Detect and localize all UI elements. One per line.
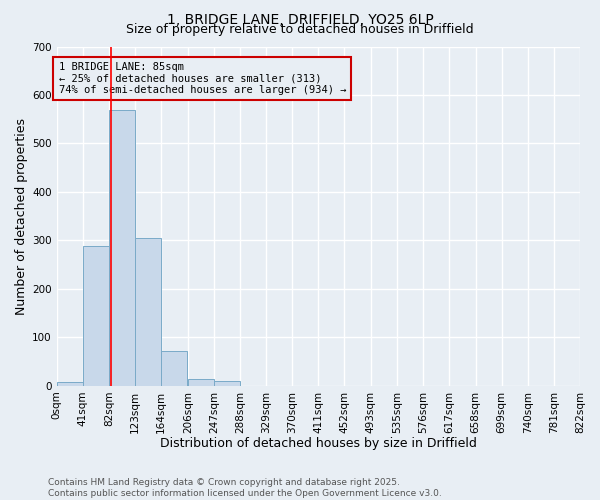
Bar (83, 246, 109, 386)
Bar (188, 378, 214, 386)
Bar (56, 382, 83, 386)
Bar (214, 381, 240, 386)
Text: Size of property relative to detached houses in Driffield: Size of property relative to detached ho… (126, 22, 474, 36)
Bar (135, 238, 161, 386)
Text: 1 BRIDGE LANE: 85sqm
← 25% of detached houses are smaller (313)
74% of semi-deta: 1 BRIDGE LANE: 85sqm ← 25% of detached h… (59, 62, 346, 95)
X-axis label: Distribution of detached houses by size in Driffield: Distribution of detached houses by size … (160, 437, 477, 450)
Text: 1, BRIDGE LANE, DRIFFIELD, YO25 6LP: 1, BRIDGE LANE, DRIFFIELD, YO25 6LP (167, 12, 433, 26)
Bar (109, 110, 135, 386)
Y-axis label: Number of detached properties: Number of detached properties (15, 118, 28, 314)
Text: Contains HM Land Registry data © Crown copyright and database right 2025.
Contai: Contains HM Land Registry data © Crown c… (48, 478, 442, 498)
Bar (161, 352, 187, 386)
